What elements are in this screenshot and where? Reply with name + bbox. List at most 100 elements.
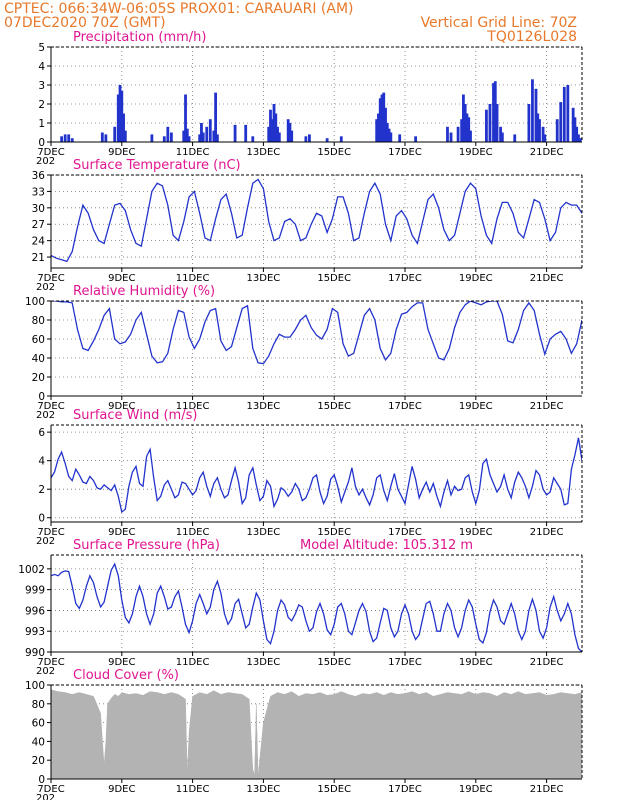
x-tick-label: 7DEC [37,147,64,158]
precip-bar [272,104,276,142]
chart-panel-2: 21 24 27 30 33 36 7DEC 9DEC 11DEC 13DEC 15DEC 17DEC… [32,158,583,293]
y-tick-label: 20 [32,372,45,384]
x-year-fragment: 202 [36,666,55,677]
x-tick-label: 11DEC [176,147,210,158]
y-tick-label: 999 [25,585,45,597]
precip-bar [277,132,281,142]
cloud-area [51,689,582,779]
chart-panel-6: 0 20 40 60 80 100 7DEC 9DEC 11DEC 13DEC 15DEC 17DEC… [25,668,583,800]
x-tick-label: 17DEC [388,401,422,412]
y-tick-label: 0 [38,774,45,786]
x-tick-label: 11DEC [176,401,210,412]
x-tick-label: 7DEC [37,657,64,668]
y-tick-label: 30 [32,203,45,215]
x-year-fragment: 202 [36,156,55,167]
precip-bar [166,126,170,142]
precip-bar [118,85,122,142]
x-tick-label: 9DEC [108,527,135,538]
precip-bar [67,134,71,142]
chart-panel-5: 990 993 996 999 1002 7DEC 9DEC 11DEC 13DEC 15DEC 1… [18,538,583,677]
x-tick-label: 13DEC [247,147,281,158]
x-tick-label: 15DEC [317,147,351,158]
x-tick-label: 13DEC [247,527,281,538]
precip-bar [543,134,547,142]
precip-bar [380,94,384,142]
precip-bar [205,126,209,142]
precip-bar [387,128,391,142]
precip-bar [325,138,329,142]
y-tick-label: 5 [38,42,45,54]
y-tick-label: 60 [32,718,45,730]
x-tick-label: 15DEC [317,657,351,668]
x-tick-label: 21DEC [530,147,564,158]
y-tick-label: 80 [32,699,45,711]
precip-bar [446,126,449,142]
x-tick-label: 13DEC [247,273,281,284]
x-tick-label: 17DEC [388,273,422,284]
y-tick-label: 1002 [18,564,45,576]
panel-title: Surface Temperature (nC) [73,158,241,173]
precip-bar [499,126,502,142]
precip-bar [534,88,538,142]
y-tick-label: 3 [38,80,45,92]
series-line [51,437,582,514]
precip-bar [274,113,278,142]
x-tick-label: 19DEC [459,401,493,412]
y-tick-label: 36 [32,170,46,182]
precip-bar [378,98,382,142]
y-tick-label: 4 [38,61,45,73]
x-tick-label: 9DEC [108,273,135,284]
precip-bar [201,132,205,142]
y-tick-label: 990 [25,647,45,659]
precip-bar [469,130,472,142]
x-tick-label: 9DEC [108,657,135,668]
x-tick-label: 15DEC [317,273,351,284]
x-tick-label: 11DEC [176,657,210,668]
x-tick-label: 17DEC [388,784,422,795]
y-tick-label: 60 [32,334,45,346]
series-group [51,301,582,365]
x-tick-label: 7DEC [37,527,64,538]
precip-bar [382,92,386,142]
precip-bar [214,92,218,142]
precip-bar [212,130,216,142]
precip-bar [308,134,311,142]
precip-bar [200,123,203,142]
precip-bar [385,123,389,142]
series-group [51,562,582,652]
chart-panel-1: 0 1 2 3 4 5 7DEC 9DEC 11DEC 13DEC 15DEC 17DEC 19DEC 2… [36,30,583,167]
precip-bar [531,79,534,142]
x-year-fragment: 202 [36,793,55,800]
precip-bar [577,134,580,142]
series-group [51,437,582,514]
precip-bar [389,132,393,142]
y-tick-label: 33 [32,186,45,198]
x-tick-label: 17DEC [388,147,422,158]
x-year-fragment: 202 [36,536,55,547]
precip-bar [460,119,464,142]
y-tick-label: 2 [38,484,45,496]
precip-bar [492,83,495,142]
precip-bar [198,134,202,142]
panel-title: Precipitation (mm/h) [73,30,206,45]
precip-bar [122,113,125,142]
precip-bar [467,117,471,142]
precip-bar [538,119,541,142]
precip-bar [113,126,117,142]
precip-bar [384,107,387,142]
precip-bar [290,130,294,142]
y-tick-label: 0 [38,137,45,149]
x-tick-label: 21DEC [530,273,564,284]
precip-bar [60,136,64,142]
y-tick-label: 0 [38,513,45,525]
y-tick-label: 100 [25,680,45,692]
x-tick-label: 15DEC [317,784,351,795]
precip-bar [456,126,460,142]
precip-bar [493,81,497,142]
y-tick-label: 20 [32,755,45,767]
x-tick-label: 9DEC [108,784,135,795]
precip-bar [375,119,379,142]
x-year-fragment: 202 [36,282,55,293]
precip-bar [559,102,563,142]
